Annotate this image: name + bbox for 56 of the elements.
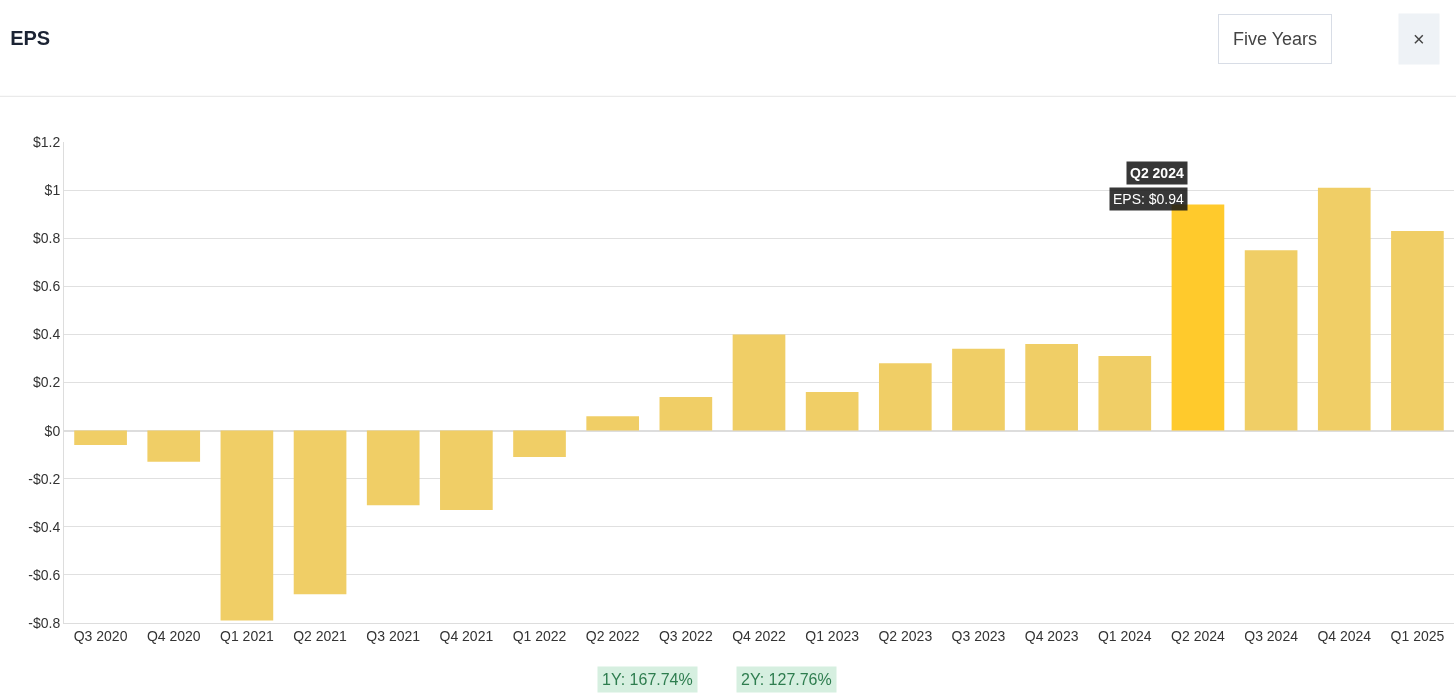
y-tick-label: $1.2 [32,133,61,150]
x-tick-label: Q4 2022 [732,627,787,644]
x-tick-label: Q1 2021 [220,627,274,644]
x-tick-label: Q1 2024 [1097,627,1152,644]
y-tick-label: -$0.6 [28,566,61,583]
x-tick-label: Q2 2024 [1171,627,1226,644]
x-tick-label: Q4 2020 [146,627,201,644]
x-tick-label: Q1 2023 [805,627,860,644]
x-tick-label: Q3 2024 [1244,627,1299,644]
bar [220,430,274,621]
bar [732,334,786,431]
bar [513,430,566,458]
y-tick-label: -$0.2 [28,470,61,487]
bar [366,430,420,506]
bar [586,416,640,431]
x-tick-label: Q3 2021 [366,627,421,644]
bar [1171,204,1225,431]
x-tick-label: Q3 2020 [73,627,128,644]
y-tick-label: -$0.8 [28,614,61,631]
x-tick-label: Q4 2023 [1024,627,1079,644]
text: 2Y: 127.76% [741,671,832,688]
bar [1025,344,1078,431]
x-tick-label: Q3 2023 [951,627,1006,644]
bar [1244,250,1298,431]
bar [1098,356,1152,431]
bar [147,430,201,462]
bar [74,430,127,446]
x-tick-label: Q1 2025 [1390,627,1445,644]
bar [952,348,1005,431]
chart-title: EPS [10,27,51,50]
text: 1Y: 167.74% [602,671,693,688]
y-tick-label: $0.6 [32,278,61,295]
bar [1317,187,1371,431]
x-tick-label: Q4 2021 [439,627,494,644]
x-tick-label: Q1 2022 [512,627,567,644]
y-tick-label: $1 [44,182,61,198]
x-tick-label: Q2 2022 [585,627,640,644]
bar [293,430,347,595]
bar [1391,230,1444,431]
bar [440,430,493,510]
x-tick-label: Q2 2021 [293,627,348,644]
x-tick-label: Q3 2022 [658,627,713,644]
y-tick-label: $0.2 [32,374,61,391]
x-tick-label: Q4 2024 [1317,627,1372,644]
x-tick-label: Q2 2023 [878,627,933,644]
y-tick-label: $0 [44,422,61,439]
text: Five Years [1233,29,1318,49]
bar [805,392,859,431]
bar [659,396,713,431]
y-tick-label: -$0.4 [28,518,61,535]
y-tick-label: $0.4 [32,326,61,343]
annotation: EPS: $0.94 [1113,191,1185,207]
annotation: Q2 2024 [1130,165,1184,181]
text: × [1413,28,1425,50]
y-tick-label: $0.8 [32,230,61,247]
bar [878,363,932,431]
